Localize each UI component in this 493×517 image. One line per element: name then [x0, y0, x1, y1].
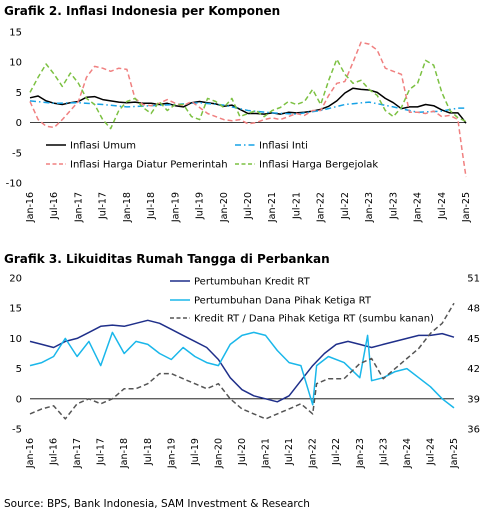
y-right-tick-label: 48	[467, 304, 480, 315]
x-tick-label: Jan-19	[166, 438, 177, 469]
chart-likuiditas: -5 0 5 10 15 20 36 39 42 45 48 51 Jan-16 Jul-16 Jan-17…	[9, 274, 480, 470]
x-tick-label: Jan-17	[73, 192, 84, 223]
x-tick-label: Jul-17	[98, 192, 109, 220]
y-right-tick-label: 45	[467, 334, 480, 345]
x-tick-label: Jul-21	[284, 438, 295, 466]
legend-label-2: Inflasi Harga Diatur Pemerintah	[70, 160, 228, 171]
x-tick-label: Jul-17	[96, 438, 107, 466]
y-tick-label: 20	[9, 274, 22, 285]
x-tick-label: Jan-19	[170, 192, 181, 223]
x-tick-label: Jan-20	[219, 192, 230, 223]
x-tick-label: Jan-22	[316, 192, 327, 223]
y-tick-label: 5	[16, 364, 22, 375]
x-tick-label: Jan-25	[449, 438, 460, 469]
x-tick-label: Jul-24	[425, 438, 436, 466]
x-tick-label: Jan-16	[25, 438, 36, 469]
series-line-2	[29, 41, 467, 178]
series-line-1	[29, 331, 455, 409]
x-tick-label: Jan-23	[355, 438, 366, 469]
x-tick-label: Jan-21	[261, 438, 272, 469]
x-tick-label: Jan-20	[213, 438, 224, 469]
x-tick-label: Jul-21	[291, 192, 302, 220]
chart2-title: Grafik 3. Likuiditas Rumah Tangga di Per…	[4, 252, 330, 266]
legend-label-3: Inflasi Harga Bergejolak	[259, 160, 378, 171]
x-tick-label: Jul-18	[146, 192, 157, 220]
y-tick-label: 10	[9, 58, 22, 69]
x-tick-label: Jul-18	[143, 438, 154, 466]
source-note: Source: BPS, Bank Indonesia, SAM Investm…	[4, 498, 310, 510]
x-tick-label: Jul-19	[195, 192, 206, 220]
y-right-tick-label: 42	[467, 364, 480, 375]
y-tick-label: -10	[6, 179, 22, 190]
y-tick-label: 15	[9, 304, 22, 315]
legend-label-0: Pertumbuhan Kredit RT	[194, 277, 311, 288]
x-tick-label: Jul-20	[243, 192, 254, 220]
x-tick-label: Jan-17	[72, 438, 83, 469]
y-right-tick-label: 39	[467, 394, 480, 405]
x-tick-label: Jan-18	[122, 192, 133, 223]
y-tick-label: 0	[16, 394, 22, 405]
y-tick-label: 15	[9, 28, 22, 39]
series-line-0	[29, 87, 467, 124]
legend-label-2: Kredit RT / Dana Pihak Ketiga RT (sumbu …	[194, 314, 434, 325]
y-tick-label: -5	[12, 425, 22, 436]
y-tick-label: 5	[16, 88, 22, 99]
x-tick-label: Jul-22	[340, 192, 351, 220]
x-tick-label: Jan-23	[364, 192, 375, 223]
series-line-0	[29, 319, 455, 403]
x-tick-label: Jan-22	[308, 438, 319, 469]
x-tick-label: Jul-20	[237, 438, 248, 466]
y-right-tick-label: 51	[467, 274, 480, 285]
x-tick-label: Jul-22	[331, 438, 342, 466]
x-tick-label: Jan-16	[25, 192, 36, 223]
legend-label-0: Inflasi Umum	[70, 141, 136, 152]
legend-label-1: Pertumbuhan Dana Pihak Ketiga RT	[194, 296, 372, 307]
x-tick-label: Jan-24	[402, 438, 413, 469]
x-tick-label: Jan-25	[461, 192, 472, 223]
x-tick-label: Jul-16	[49, 438, 60, 466]
y-tick-label: 0	[16, 118, 22, 129]
x-tick-label: Jan-18	[119, 438, 130, 469]
x-tick-label: Jul-23	[378, 438, 389, 466]
x-tick-label: Jul-24	[437, 192, 448, 220]
x-tick-label: Jan-24	[413, 192, 424, 223]
chart-inflasi: -10 -5 0 5 10 15 Jan-16 Jul-16 Jan-17 Jul-17 Jan-1…	[6, 28, 472, 224]
x-tick-label: Jul-23	[388, 192, 399, 220]
legend-label-1: Inflasi Inti	[259, 141, 308, 152]
x-tick-label: Jan-21	[267, 192, 278, 223]
series-line-1	[29, 100, 466, 115]
y-tick-label: -5	[12, 148, 22, 159]
series-line-3	[29, 58, 467, 130]
chart1-title: Grafik 2. Inflasi Indonesia per Komponen	[4, 4, 281, 18]
y-right-tick-label: 36	[467, 425, 480, 436]
y-tick-label: 10	[9, 334, 22, 345]
series-line-2	[29, 302, 455, 420]
x-tick-label: Jul-16	[49, 192, 60, 220]
x-tick-label: Jul-19	[190, 438, 201, 466]
